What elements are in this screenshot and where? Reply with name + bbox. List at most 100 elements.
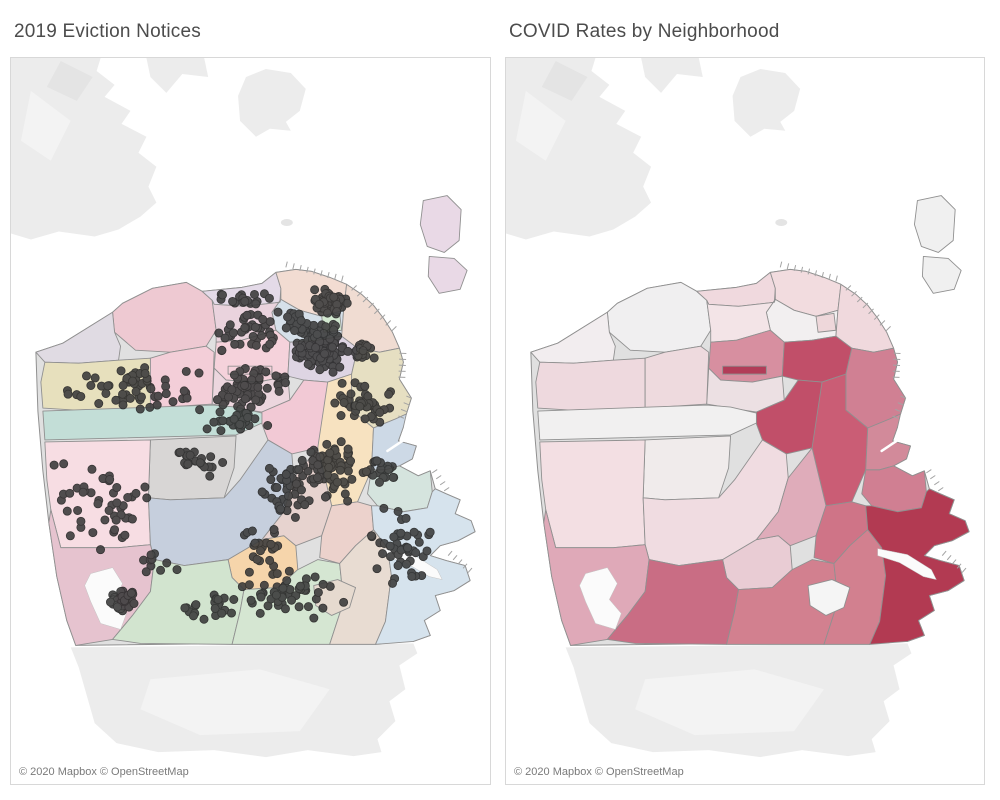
eviction-dot[interactable]: [280, 604, 290, 614]
eviction-dot[interactable]: [252, 554, 262, 564]
region-japantown[interactable]: [722, 365, 767, 375]
eviction-dot[interactable]: [303, 359, 313, 369]
eviction-dot[interactable]: [185, 450, 195, 460]
eviction-dot[interactable]: [112, 498, 122, 508]
eviction-dot[interactable]: [264, 293, 274, 303]
region-chinatown[interactable]: [815, 312, 837, 333]
eviction-dot[interactable]: [228, 328, 238, 338]
eviction-dot[interactable]: [73, 505, 83, 515]
eviction-dot[interactable]: [378, 549, 388, 559]
eviction-dot[interactable]: [327, 342, 337, 352]
covid-map-canvas[interactable]: [506, 58, 984, 784]
eviction-dot[interactable]: [251, 395, 261, 405]
eviction-dot[interactable]: [247, 526, 257, 536]
eviction-dot[interactable]: [342, 298, 352, 308]
region-financial[interactable]: [835, 283, 895, 353]
eviction-dot[interactable]: [118, 381, 128, 390]
eviction-dot[interactable]: [409, 527, 419, 537]
eviction-dot[interactable]: [272, 569, 282, 579]
eviction-dot[interactable]: [217, 608, 227, 618]
eviction-dot[interactable]: [220, 333, 230, 343]
eviction-dot[interactable]: [329, 325, 339, 335]
eviction-dot[interactable]: [343, 346, 353, 356]
eviction-dot[interactable]: [118, 400, 128, 410]
eviction-dot[interactable]: [146, 550, 156, 560]
eviction-dot[interactable]: [152, 400, 162, 410]
eviction-dot[interactable]: [240, 380, 250, 390]
eviction-dot[interactable]: [244, 567, 254, 577]
eviction-dot[interactable]: [265, 317, 275, 327]
eviction-dot[interactable]: [300, 500, 310, 510]
eviction-dot[interactable]: [332, 307, 342, 317]
eviction-dot[interactable]: [393, 506, 403, 516]
eviction-dot[interactable]: [255, 608, 265, 618]
eviction-dot[interactable]: [227, 385, 237, 395]
eviction-dot[interactable]: [372, 564, 382, 574]
eviction-dot[interactable]: [105, 475, 115, 485]
eviction-dot[interactable]: [146, 384, 156, 394]
eviction-dot[interactable]: [312, 329, 322, 339]
eviction-dot[interactable]: [330, 398, 340, 408]
eviction-dot[interactable]: [110, 525, 120, 535]
eviction-dot[interactable]: [335, 465, 345, 475]
eviction-dot[interactable]: [199, 614, 209, 624]
eviction-dot[interactable]: [256, 592, 266, 602]
eviction-dot[interactable]: [251, 340, 261, 350]
eviction-dot[interactable]: [315, 452, 325, 462]
eviction-dot[interactable]: [411, 548, 421, 558]
eviction-dot[interactable]: [259, 580, 269, 590]
eviction-dot[interactable]: [153, 391, 163, 401]
eviction-dot[interactable]: [280, 378, 290, 388]
eviction-dot[interactable]: [206, 452, 216, 462]
eviction-dot[interactable]: [320, 349, 330, 359]
eviction-dot[interactable]: [87, 464, 97, 474]
eviction-dot[interactable]: [339, 597, 349, 607]
eviction-dot[interactable]: [278, 583, 288, 593]
eviction-dot[interactable]: [336, 411, 346, 421]
eviction-dot[interactable]: [96, 545, 106, 555]
region-inner-richmond[interactable]: [644, 345, 710, 409]
eviction-dot[interactable]: [403, 543, 413, 553]
eviction-dot[interactable]: [347, 474, 357, 484]
eviction-dot[interactable]: [322, 439, 332, 449]
eviction-dot[interactable]: [242, 310, 252, 320]
eviction-dot[interactable]: [129, 599, 139, 608]
eviction-dot[interactable]: [367, 531, 376, 541]
eviction-dot[interactable]: [111, 515, 121, 525]
eviction-dot[interactable]: [120, 530, 130, 540]
eviction-dot[interactable]: [111, 395, 121, 405]
eviction-dot[interactable]: [313, 460, 323, 470]
eviction-dot[interactable]: [62, 506, 72, 516]
eviction-dot[interactable]: [195, 458, 205, 468]
eviction-dot[interactable]: [393, 561, 403, 571]
region-presidio[interactable]: [606, 281, 712, 353]
eviction-dot[interactable]: [383, 465, 393, 475]
eviction-dot[interactable]: [276, 504, 286, 514]
eviction-dot[interactable]: [230, 339, 240, 349]
eviction-dot[interactable]: [205, 471, 215, 481]
eviction-dot[interactable]: [384, 389, 394, 399]
eviction-dot[interactable]: [253, 382, 263, 392]
eviction-dot[interactable]: [255, 546, 265, 556]
eviction-dot[interactable]: [209, 417, 219, 427]
eviction-dot[interactable]: [329, 292, 339, 302]
eviction-dot[interactable]: [266, 539, 276, 549]
eviction-dot[interactable]: [191, 600, 201, 610]
eviction-dot[interactable]: [360, 414, 370, 424]
eviction-dot[interactable]: [261, 367, 271, 377]
region-financial[interactable]: [341, 283, 400, 353]
eviction-dot[interactable]: [212, 395, 222, 405]
eviction-dot[interactable]: [216, 426, 226, 436]
region-mclaren-park[interactable]: [807, 579, 851, 616]
eviction-dot[interactable]: [290, 326, 299, 336]
eviction-dot[interactable]: [264, 463, 274, 473]
eviction-dot[interactable]: [181, 366, 191, 376]
region-sunset[interactable]: [539, 439, 646, 549]
eviction-dot[interactable]: [306, 447, 316, 457]
eviction-dot[interactable]: [244, 580, 254, 590]
eviction-dot[interactable]: [229, 414, 239, 424]
eviction-dot[interactable]: [78, 487, 88, 497]
eviction-dot[interactable]: [358, 346, 368, 356]
eviction-dot[interactable]: [127, 514, 137, 524]
eviction-dot[interactable]: [88, 528, 98, 538]
